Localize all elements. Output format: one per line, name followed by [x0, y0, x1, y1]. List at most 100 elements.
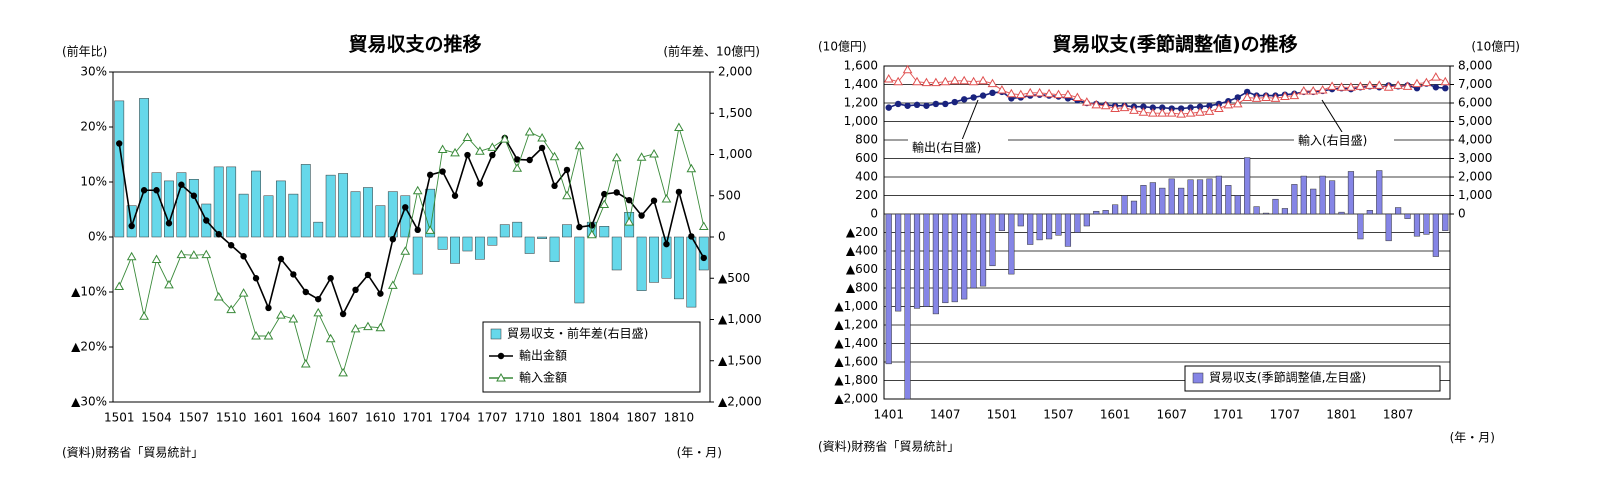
point: [624, 217, 635, 226]
point: [675, 188, 683, 196]
point: [1232, 98, 1243, 108]
bar: [462, 236, 473, 252]
point: [1327, 81, 1337, 90]
y2-tick-label: 1,000: [1458, 188, 1492, 202]
point: [377, 290, 384, 297]
y2-tick-label: 8,000: [1458, 59, 1492, 73]
point: [1308, 85, 1319, 95]
point: [1166, 108, 1177, 117]
point: [1196, 103, 1204, 110]
point: [227, 242, 235, 249]
bar: [1083, 213, 1090, 227]
y-tick-label: 30%: [80, 65, 107, 79]
point: [462, 132, 473, 141]
point: [251, 330, 261, 340]
legend-label: 貿易収支(季節調整値,左目盛): [1209, 370, 1366, 385]
bar: [574, 236, 585, 304]
point: [203, 217, 210, 224]
y-tick-label: 200: [855, 188, 878, 202]
point: [931, 77, 941, 87]
bar: [649, 236, 659, 283]
point: [389, 236, 397, 243]
bar: [1442, 213, 1449, 231]
y-tick-label: ▲1,800: [834, 373, 878, 387]
point: [240, 253, 247, 260]
point: [252, 275, 260, 282]
y-tick-label: 10%: [80, 175, 107, 189]
bar: [263, 195, 274, 238]
point: [126, 251, 137, 261]
point: [1034, 87, 1045, 97]
bar: [1404, 213, 1411, 219]
point: [960, 96, 968, 103]
point: [1440, 76, 1451, 86]
point: [538, 144, 546, 152]
bar: [487, 236, 498, 246]
bar: [226, 166, 237, 238]
point: [663, 240, 670, 248]
y-tick-label: ▲400: [846, 244, 878, 258]
bar: [1366, 210, 1373, 215]
bar: [499, 224, 510, 238]
bar: [437, 236, 448, 250]
x-tick-label: 1701: [402, 411, 433, 425]
bar: [1074, 213, 1081, 233]
point: [1421, 77, 1432, 87]
bar: [1112, 204, 1119, 215]
point: [339, 310, 347, 318]
bar: [176, 172, 187, 238]
y-tick-label: 0: [870, 207, 878, 221]
bar: [1196, 179, 1204, 215]
point: [1289, 90, 1300, 100]
point: [989, 89, 996, 97]
y-tick-label: ▲1,000: [834, 299, 878, 313]
bar: [1064, 213, 1072, 247]
point: [1187, 104, 1194, 111]
point: [277, 255, 285, 263]
x-tick-label: 1507: [1043, 408, 1074, 422]
bar: [1432, 213, 1439, 257]
bar: [1329, 180, 1336, 215]
point: [686, 163, 697, 173]
point: [487, 142, 498, 151]
point: [1100, 100, 1111, 110]
point: [562, 190, 572, 200]
point: [638, 212, 645, 219]
point: [1149, 104, 1157, 111]
bar: [1310, 188, 1317, 215]
point: [1280, 91, 1290, 101]
y-tick-label: ▲1,400: [834, 336, 878, 350]
bar: [288, 193, 299, 238]
point: [165, 220, 173, 227]
legend-swatch: [1192, 372, 1204, 384]
point: [414, 226, 421, 234]
point: [151, 254, 162, 264]
point: [1063, 89, 1073, 99]
legend-label: 輸入金額: [519, 370, 567, 385]
point: [1025, 87, 1036, 97]
point: [315, 295, 322, 303]
point: [942, 100, 949, 108]
bar: [213, 166, 224, 238]
point: [599, 199, 610, 209]
y-tick-label: ▲200: [846, 225, 878, 239]
point: [327, 275, 334, 282]
point: [140, 187, 148, 194]
x-tick-label: 1710: [514, 411, 545, 425]
y2-tick-label: 500: [718, 188, 741, 202]
y2-tick-label: ▲2,000: [718, 395, 762, 409]
bar: [1168, 178, 1175, 215]
point: [1270, 93, 1281, 102]
x-tick-label: 1804: [589, 411, 620, 425]
point: [1261, 92, 1271, 101]
point: [1243, 88, 1251, 96]
y2-tick-label: 1,500: [718, 106, 752, 120]
y-tick-label: 1,400: [844, 77, 878, 91]
bar: [1234, 195, 1241, 215]
bar: [164, 180, 174, 238]
bar: [942, 213, 949, 304]
y-axis-label: (前年比): [62, 44, 107, 59]
y-axis-label: (10億円): [818, 40, 867, 54]
y2-tick-label: 4,000: [1458, 133, 1492, 147]
bar: [1055, 213, 1062, 236]
